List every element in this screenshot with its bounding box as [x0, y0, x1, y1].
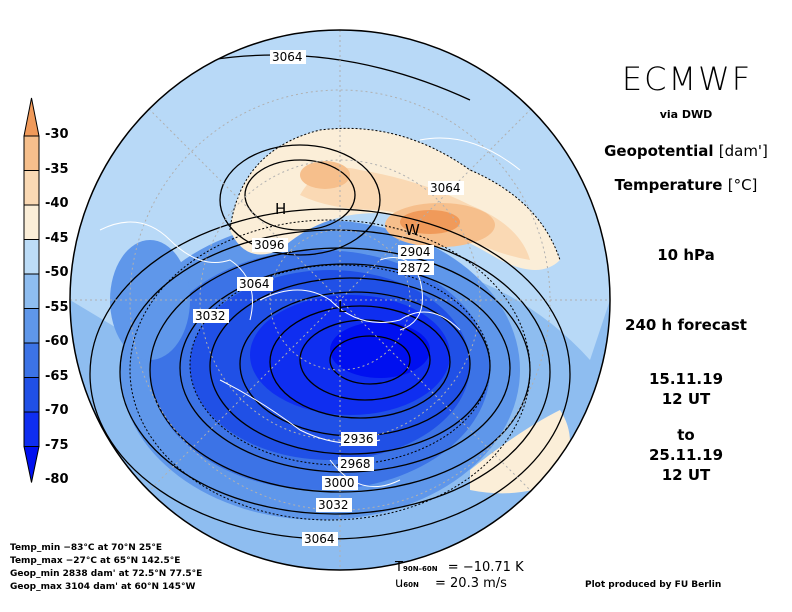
- contour-label-bg: [428, 181, 464, 195]
- brand-title: ECMWF: [621, 60, 753, 98]
- via-label: via DWD: [659, 108, 713, 121]
- colorbar-swatch: [23, 170, 40, 206]
- mean-temperature: T90N–60N = −10.71 K: [395, 560, 524, 575]
- t-symbol: T: [395, 560, 403, 575]
- colorbar-swatch: [23, 377, 40, 413]
- contour-label: 3064: [239, 277, 270, 291]
- forecast-label: 240 h forecast: [625, 316, 747, 334]
- colorbar-top-arrow: [23, 97, 40, 137]
- colorbar-label: -30: [45, 127, 69, 142]
- colorbar: [23, 97, 40, 483]
- credit-text: Plot produced by FU Berlin: [585, 580, 722, 590]
- contour-label-bg: [270, 50, 306, 64]
- contour-label-bg: [398, 261, 434, 275]
- contour-label: 3000: [324, 476, 355, 490]
- colorbar-swatch: [23, 204, 40, 240]
- contour-label: 3096: [254, 238, 285, 252]
- temp-max-stat: Temp_max −27°C at 65°N 142.5°E: [10, 556, 181, 566]
- colorbar-label: -70: [45, 403, 69, 418]
- contour-label: 2968: [340, 457, 371, 471]
- contour-label: 2936: [343, 432, 374, 446]
- field1-unit: [dam']: [718, 142, 768, 160]
- colorbar-label: -45: [45, 230, 69, 246]
- contour-label-bg: [316, 498, 352, 512]
- low-marker: L: [338, 298, 347, 316]
- init-date: 15.11.19: [648, 370, 724, 388]
- u-subscript: 60N: [403, 581, 419, 589]
- colorbar-swatch: [23, 342, 40, 378]
- contour-label-bg: [341, 432, 377, 446]
- colorbar-swatch: [23, 239, 40, 275]
- contour-label: 3032: [195, 309, 226, 323]
- warm-marker: W: [405, 221, 420, 239]
- colorbar-swatch: [23, 411, 40, 447]
- field1-name: Geopotential: [604, 142, 714, 160]
- contour-label-bg: [302, 532, 338, 546]
- u-value: = 20.3 m/s: [435, 576, 507, 591]
- field2-name: Temperature: [614, 176, 723, 194]
- geop-min-stat: Geop_min 2838 dam' at 72.5°N 77.5°E: [10, 569, 203, 579]
- contour-label: 2872: [400, 261, 431, 275]
- level-label: 10 hPa: [657, 246, 715, 264]
- contour-label-bg: [252, 238, 288, 252]
- contour-label-bg: [322, 476, 358, 490]
- contour-label-bg: [338, 457, 374, 471]
- colorbar-swatch: [23, 135, 40, 171]
- colorbar-bottom-arrow: [23, 446, 40, 483]
- colorbar-label: -55: [45, 299, 69, 315]
- map-border: [69, 29, 611, 571]
- high-marker: H: [275, 200, 286, 218]
- colorbar-label: -75: [45, 437, 69, 453]
- colorbar-label: -60: [45, 334, 69, 349]
- u-symbol: u: [395, 576, 404, 591]
- graticule: [70, 30, 610, 570]
- contour-label: 3064: [430, 181, 461, 195]
- contour-label-bg: [398, 245, 434, 259]
- field2-unit: [°C]: [727, 176, 758, 194]
- colorbar-label: -80: [45, 472, 69, 487]
- colorbar-swatch: [23, 308, 40, 344]
- valid-time: 12 UT: [661, 466, 711, 484]
- geop-max-stat: Geop_max 3104 dam' at 60°N 145°W: [10, 582, 196, 592]
- init-time: 12 UT: [661, 390, 711, 408]
- colorbar-label: -40: [45, 196, 69, 211]
- field1-label: Geopotential [dam']: [580, 142, 792, 160]
- contour-label: 3064: [304, 532, 335, 546]
- mean-wind: u60N = 20.3 m/s: [395, 576, 507, 591]
- contour-label: 3032: [318, 498, 349, 512]
- temp-min-stat: Temp_min −83°C at 70°N 25°E: [10, 543, 163, 553]
- t-subscript: 90N–60N: [402, 565, 438, 573]
- colorbar-label: -50: [45, 265, 69, 280]
- contour-label-bg: [193, 309, 229, 323]
- to-label: to: [677, 426, 695, 444]
- contour-label-group: 3064 3064 3096 3064 3032 2904 2872 2936 2968 3000…: [193, 50, 464, 546]
- colorbar-label: -65: [45, 368, 69, 384]
- colorbar-swatch: [23, 273, 40, 309]
- t-value: = −10.71 K: [447, 560, 524, 575]
- field2-label: Temperature [°C]: [580, 176, 792, 194]
- colorbar-label: -35: [45, 161, 69, 177]
- contour-label: 3064: [272, 50, 303, 64]
- contour-label: 2904: [400, 245, 431, 259]
- valid-date: 25.11.19: [648, 446, 724, 464]
- contour-label-bg: [237, 277, 273, 291]
- temperature-contours: [129, 127, 561, 521]
